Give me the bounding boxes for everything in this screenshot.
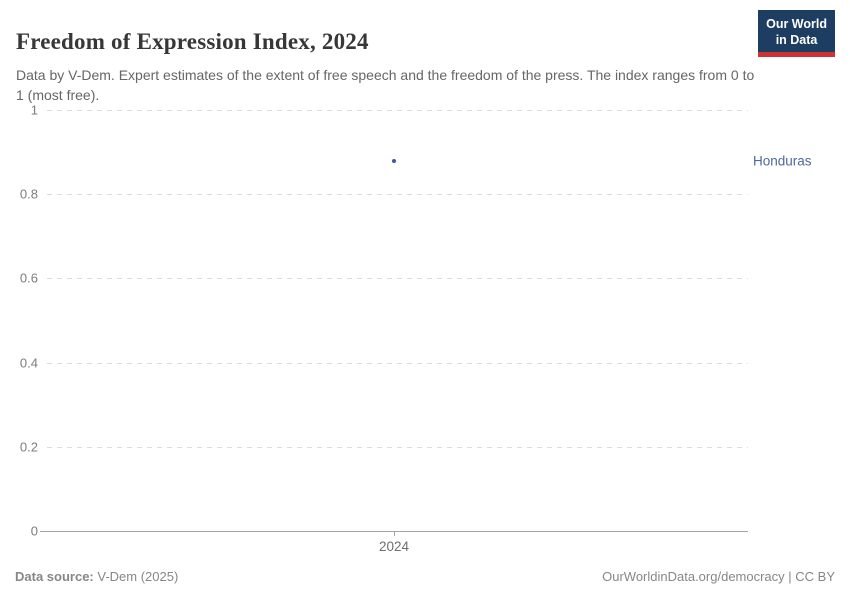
x-axis-tick-label: 2024	[378, 539, 410, 554]
x-axis-tick	[394, 531, 395, 536]
y-axis-tick-label: 0.6	[19, 270, 38, 286]
gridline	[47, 447, 748, 448]
gridline	[47, 363, 748, 364]
owid-logo[interactable]: Our World in Data	[758, 10, 835, 57]
owid-credit-link[interactable]: OurWorldinData.org/democracy | CC BY	[602, 569, 835, 584]
data-source-label: Data source:	[15, 569, 94, 584]
y-axis-tick-label: 1	[30, 102, 38, 118]
data-point-honduras[interactable]	[391, 158, 396, 163]
y-axis-tick-label: 0.8	[19, 186, 38, 202]
y-axis-tick-label: 0.2	[19, 439, 38, 455]
owid-logo-line1: Our World	[766, 17, 827, 31]
chart-subtitle: Data by V-Dem. Expert estimates of the e…	[16, 67, 755, 103]
chart-title: Freedom of Expression Index, 2024	[16, 29, 369, 55]
gridline	[47, 278, 748, 279]
entity-label-honduras[interactable]: Honduras	[753, 153, 812, 169]
owid-logo-line2: in Data	[775, 33, 818, 47]
gridline	[47, 194, 748, 195]
gridline	[47, 110, 748, 111]
y-axis-tick-label: 0.4	[19, 355, 38, 371]
y-axis-tick-label: 0	[30, 523, 38, 539]
data-source-value: V-Dem (2025)	[97, 569, 179, 584]
data-source-note: Data source: V-Dem (2025)	[15, 569, 178, 584]
